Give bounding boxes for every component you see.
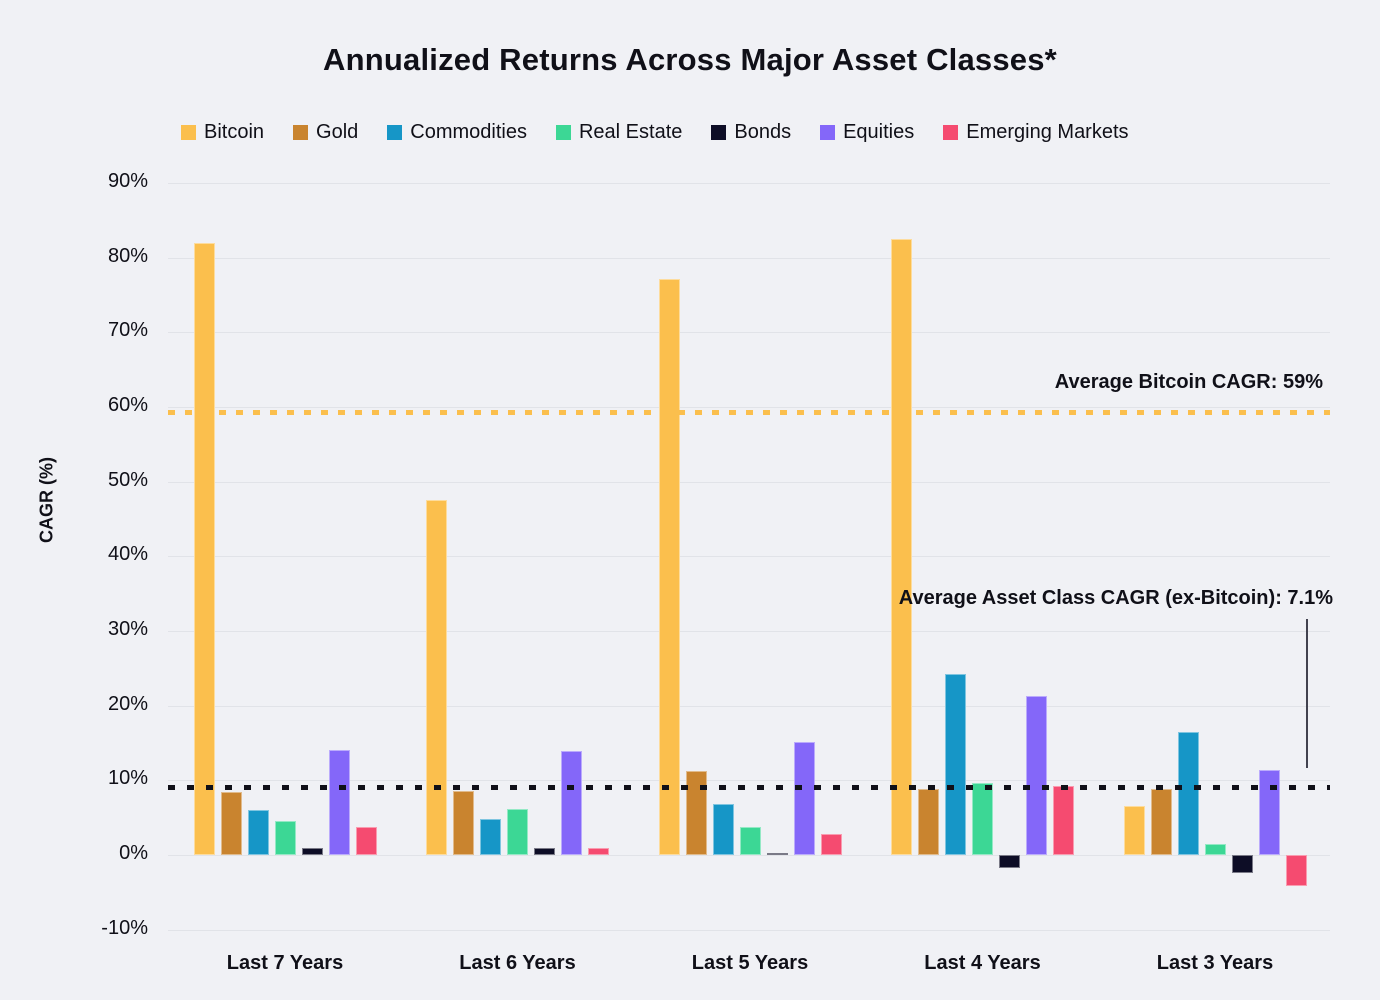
x-tick-label: Last 6 Years: [459, 952, 576, 974]
gridline--10: [168, 929, 1330, 931]
emerging-markets-swatch-icon: [943, 125, 959, 140]
bar-real-estate-last-7-years: [274, 820, 296, 855]
x-tick-label: Last 7 Years: [226, 952, 344, 974]
reference-line-0: [168, 409, 1330, 415]
bonds-swatch-icon: [711, 125, 727, 140]
legend-item-bitcoin: Bitcoin: [181, 121, 264, 144]
real-estate-swatch-icon: [555, 125, 571, 140]
gridline-40: [168, 556, 1330, 558]
annotation-label-1: Average Asset Class CAGR (ex-Bitcoin): 7…: [898, 587, 1333, 609]
bar-gold-last-3-years: [1150, 788, 1172, 856]
annotation-pointer-line: [1306, 619, 1308, 768]
gridline-60: [168, 407, 1330, 408]
bar-emerging-markets-last-4-years: [1053, 786, 1074, 855]
bar-equities-last-3-years: [1258, 769, 1280, 855]
bar-commodities-last-7-years: [247, 810, 269, 855]
bar-real-estate-last-6-years: [507, 808, 528, 855]
bar-bitcoin-last-5-years: [658, 278, 680, 856]
bar-equities-last-6-years: [561, 750, 582, 855]
annotation-label-0: Average Bitcoin CAGR: 59%: [1054, 371, 1323, 393]
bar-commodities-last-3-years: [1177, 731, 1199, 855]
legend-label: Bonds: [734, 121, 792, 143]
commodities-swatch-icon: [387, 125, 403, 140]
y-tick-label: 80%: [107, 244, 148, 267]
legend-item-emerging-markets: Emerging Markets: [943, 121, 1129, 144]
bitcoin-swatch-icon: [181, 125, 196, 140]
gridline-30: [168, 631, 1330, 632]
gridline-70: [168, 332, 1330, 334]
bar-gold-last-7-years: [220, 792, 242, 855]
bar-bonds-last-6-years: [534, 847, 555, 856]
equities-swatch-icon: [820, 125, 836, 140]
bar-emerging-markets-last-5-years: [820, 834, 842, 855]
gridline-50: [168, 481, 1330, 483]
legend: Bitcoin Gold Commodities Real Estate Bonds Eq…: [181, 121, 1129, 144]
chart-title: Annualized Returns Across Major Asset Cl…: [323, 42, 1057, 77]
gridline-20: [168, 705, 1330, 707]
legend-item-bonds: Bonds: [711, 121, 791, 144]
legend-label: Equities: [843, 121, 915, 143]
bar-bonds-last-4-years: [999, 855, 1020, 868]
y-tick-label: 40%: [107, 543, 148, 566]
gridline-80: [168, 257, 1330, 259]
legend-label: Commodities: [410, 121, 527, 143]
bar-bitcoin-last-3-years: [1123, 805, 1145, 855]
legend-item-gold: Gold: [293, 121, 358, 144]
bar-real-estate-last-5-years: [739, 827, 761, 855]
bar-commodities-last-5-years: [712, 804, 734, 856]
bar-bitcoin-last-6-years: [426, 500, 447, 855]
gold-swatch-icon: [293, 125, 309, 140]
legend-label: Gold: [316, 121, 359, 143]
bar-emerging-markets-last-7-years: [355, 826, 377, 856]
legend-label: Emerging Markets: [966, 121, 1129, 143]
bar-gold-last-6-years: [453, 790, 474, 855]
y-tick-label: 50%: [107, 468, 148, 491]
y-tick-label: 90%: [107, 170, 148, 192]
legend-item-real-estate: Real Estate: [555, 121, 683, 144]
bar-real-estate-last-4-years: [972, 783, 993, 855]
bar-emerging-markets-last-6-years: [588, 847, 609, 856]
legend-item-commodities: Commodities: [387, 121, 527, 144]
bar-emerging-markets-last-3-years: [1285, 855, 1307, 886]
bar-gold-last-5-years: [685, 771, 707, 855]
y-tick-label: 30%: [107, 618, 148, 640]
bar-gold-last-4-years: [918, 788, 939, 856]
y-tick-label: -10%: [101, 916, 148, 939]
x-tick-label: Last 3 Years: [1156, 952, 1274, 974]
legend-label: Real Estate: [578, 121, 683, 143]
bar-bonds-last-5-years: [766, 852, 788, 855]
y-tick-label: 10%: [107, 767, 148, 790]
y-tick-label: 20%: [107, 692, 148, 715]
gridline-0: [168, 855, 1330, 856]
bar-commodities-last-6-years: [480, 819, 501, 855]
bar-bonds-last-7-years: [301, 847, 323, 856]
bar-commodities-last-4-years: [945, 674, 966, 855]
y-tick-label: 0%: [119, 842, 148, 864]
gridline-10: [168, 780, 1330, 782]
bar-bitcoin-last-7-years: [193, 242, 215, 855]
x-tick-label: Last 4 Years: [924, 952, 1041, 974]
y-tick-label: 70%: [107, 319, 148, 342]
bar-equities-last-5-years: [793, 741, 815, 855]
legend-item-equities: Equities: [820, 121, 914, 144]
bar-bitcoin-last-4-years: [891, 239, 912, 855]
legend-label: Bitcoin: [204, 121, 265, 143]
x-tick-label: Last 5 Years: [691, 952, 809, 974]
bar-real-estate-last-3-years: [1204, 843, 1226, 855]
reference-line-1: [168, 785, 1330, 791]
bar-bonds-last-3-years: [1231, 855, 1253, 873]
y-tick-label: 60%: [107, 394, 148, 416]
bar-equities-last-4-years: [1026, 696, 1047, 855]
gridline-90: [168, 183, 1330, 184]
bar-equities-last-7-years: [328, 749, 350, 855]
